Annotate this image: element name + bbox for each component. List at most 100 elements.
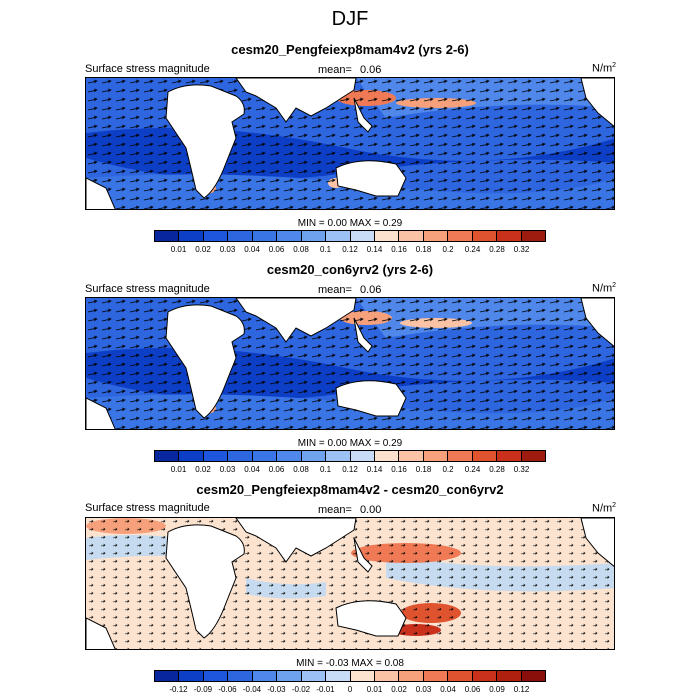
colorbar-2-tick-label: 0.1 — [319, 465, 332, 474]
colorbar-2-tick-label: 0.32 — [513, 465, 530, 474]
colorbar-3-swatch — [277, 671, 302, 681]
asia — [235, 518, 357, 563]
colorbar-3-tick-label: 0.02 — [391, 685, 407, 694]
colorbar-3-swatch — [374, 671, 400, 681]
colorbar-3-swatch — [399, 671, 424, 681]
colorbar-2-tick-label: 0.14 — [366, 465, 383, 474]
colorbar-2-swatch — [423, 451, 449, 461]
panel-3-min-max: MIN = -0.03 MAX = 0.08 — [296, 658, 404, 669]
colorbar-2-swatch — [448, 451, 473, 461]
colorbar-3-tick-label: -0.04 — [242, 685, 262, 694]
colorbar-1-tick-label: 0.06 — [268, 245, 285, 254]
colorbar-1-swatch — [155, 231, 180, 241]
colorbar-2-swatch — [326, 451, 351, 461]
south-america — [86, 177, 116, 209]
panel-2-title: cesm20_con6yrv2 (yrs 2-6) — [266, 262, 434, 277]
panel-3-colorbar-ticks: -0.12 -0.09 -0.06 -0.04 -0.03 -0.02 -0.01 0 0.01… — [154, 685, 546, 697]
figure-title: DJF — [331, 8, 369, 30]
colorbar-2-tick-label: 0.2 — [442, 465, 454, 474]
colorbar-2-swatch — [521, 451, 545, 461]
panel-2-variable-label: Surface stress magnitude — [85, 283, 210, 295]
colorbar-1-tick-label: 0.14 — [366, 245, 383, 254]
colorbar-3-tick-label: 0.09 — [489, 685, 505, 694]
panel-2-map — [85, 297, 615, 430]
colorbar-1-tick-label: 0.08 — [293, 245, 309, 254]
colorbar-3-swatch — [203, 671, 229, 681]
asia — [235, 78, 357, 123]
colorbar-2-swatch — [301, 451, 327, 461]
africa — [165, 304, 245, 419]
panel-2-mean-label: mean= — [318, 284, 352, 296]
asia — [235, 298, 357, 343]
colorbar-3-swatch — [497, 671, 522, 681]
colorbar-3-swatch — [326, 671, 351, 681]
colorbar-3-tick-label: -0.02 — [291, 685, 311, 694]
panel-1-mean-value: 0.06 — [360, 64, 382, 76]
australia — [335, 380, 407, 417]
panel-2-units: N/m2 — [592, 282, 617, 295]
colorbar-3-tick-label: 0.06 — [464, 685, 481, 694]
colorbar-1-tick-label: 0.24 — [464, 245, 481, 254]
colorbar-1-tick-label: 0.16 — [391, 245, 407, 254]
colorbar-2-swatch — [179, 451, 204, 461]
south-america — [86, 617, 116, 649]
colorbar-1-swatch — [448, 231, 473, 241]
colorbar-1-tick-label: 0.02 — [195, 245, 211, 254]
colorbar-3-tick-label: 0.04 — [440, 685, 456, 694]
colorbar-1-swatch — [374, 231, 400, 241]
colorbar-1-tick-label: 0.2 — [442, 245, 454, 254]
colorbar-3-swatch — [350, 671, 375, 681]
colorbar-3-swatch — [301, 671, 327, 681]
colorbar-3-tick-label: 0 — [347, 685, 353, 694]
colorbar-2-swatch — [374, 451, 400, 461]
colorbar-1-swatch — [350, 231, 375, 241]
colorbar-2-swatch — [228, 451, 253, 461]
colorbar-1-swatch — [252, 231, 278, 241]
colorbar-3-swatch — [472, 671, 498, 681]
colorbar-1-tick-label: 0.28 — [489, 245, 505, 254]
colorbar-1-swatch — [203, 231, 229, 241]
colorbar-3-swatch — [228, 671, 253, 681]
australia — [335, 600, 407, 637]
panel-3-map — [85, 517, 615, 650]
south-america — [86, 397, 116, 429]
colorbar-3-tick-label: 0.03 — [415, 685, 432, 694]
colorbar-2-swatch — [155, 451, 180, 461]
colorbar-2-swatch — [350, 451, 375, 461]
colorbar-1-swatch — [301, 231, 327, 241]
colorbar-1-swatch — [277, 231, 302, 241]
se-asia — [353, 97, 373, 133]
colorbar-3-swatch — [448, 671, 473, 681]
panel-1-mean-label: mean= — [318, 64, 352, 76]
panel-3-mean-label: mean= — [318, 504, 352, 516]
colorbar-1-swatch — [521, 231, 545, 241]
wind-vectors — [86, 298, 614, 429]
colorbar-3-tick-label: -0.09 — [193, 685, 213, 694]
colorbar-1-swatch — [497, 231, 522, 241]
colorbar-3-tick-label: -0.03 — [267, 685, 286, 694]
colorbar-2-tick-label: 0.18 — [415, 465, 432, 474]
wind-vectors — [86, 518, 614, 649]
colorbar-3-tick-label: -0.01 — [316, 685, 335, 694]
colorbar-3-swatch — [155, 671, 180, 681]
colorbar-2-swatch — [252, 451, 278, 461]
colorbar-2-tick-label: 0.03 — [219, 465, 236, 474]
colorbar-3-swatch — [179, 671, 204, 681]
colorbar-2-tick-label: 0.24 — [464, 465, 481, 474]
colorbar-3-swatch — [252, 671, 278, 681]
colorbar-2-tick-label: 0.16 — [391, 465, 407, 474]
colorbar-2-tick-label: 0.06 — [268, 465, 285, 474]
se-asia — [353, 537, 373, 573]
africa — [165, 84, 245, 199]
panel-3-units: N/m2 — [592, 502, 617, 515]
panel-3-colorbar — [154, 670, 546, 682]
panel-1-title: cesm20_Pengfeiexp8mam4v2 (yrs 2-6) — [231, 42, 469, 57]
panel-1-min-max: MIN = 0.00 MAX = 0.29 — [297, 218, 403, 229]
panel-1-map — [85, 77, 615, 210]
colorbar-1-tick-label: 0.32 — [513, 245, 530, 254]
panel-3-mean-value: 0.00 — [360, 504, 382, 516]
north-america — [580, 298, 614, 347]
colorbar-2-tick-label: 0.08 — [293, 465, 309, 474]
colorbar-1-tick-label: 0.01 — [170, 245, 187, 254]
panel-3-title: cesm20_Pengfeiexp8mam4v2 - cesm20_con6yr… — [196, 482, 504, 497]
